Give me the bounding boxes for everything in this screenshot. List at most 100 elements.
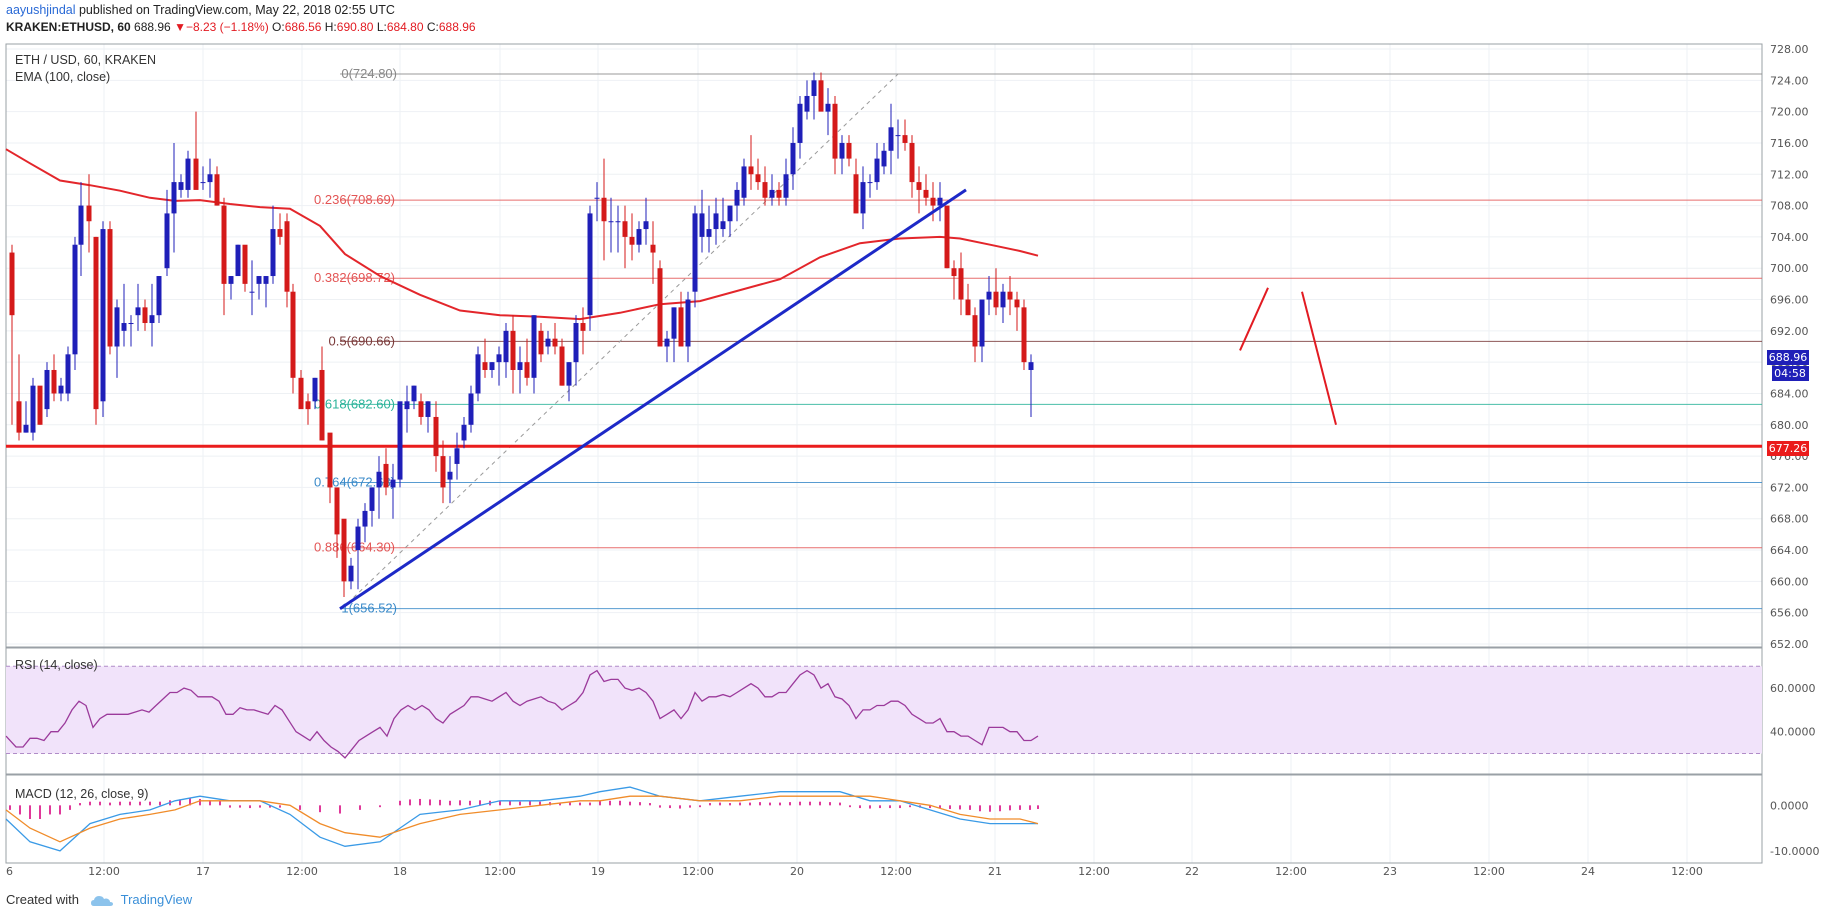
candle-down <box>327 432 333 488</box>
macd-histogram-bar <box>629 801 631 806</box>
candle-down <box>1014 299 1020 308</box>
author-link[interactable]: aayushjindal <box>6 3 76 17</box>
macd-histogram-bar <box>79 803 81 806</box>
candle-up <box>1028 362 1034 370</box>
macd-histogram-bar <box>239 805 241 808</box>
candle-down <box>629 236 635 245</box>
fib-level-label: 0.382(698.72) <box>314 270 395 285</box>
candle-up <box>425 401 431 417</box>
macd-indicator-title[interactable]: MACD (12, 26, close, 9) <box>15 787 148 801</box>
macd-histogram-bar <box>1019 805 1021 810</box>
candle-down <box>334 487 340 535</box>
time-tick-label: 12:00 <box>1078 865 1110 878</box>
time-tick-label: 24 <box>1581 865 1595 878</box>
macd-histogram-bar <box>179 799 181 806</box>
macd-histogram-bar <box>399 800 401 806</box>
candle-down <box>776 189 782 198</box>
macd-histogram-bar <box>659 805 661 808</box>
candle-down <box>107 229 113 347</box>
macd-histogram-bar <box>509 801 511 806</box>
support-badge <box>1767 441 1809 456</box>
countdown-badge <box>1772 366 1809 381</box>
candle-up <box>376 471 382 488</box>
macd-histogram-bar <box>679 805 681 809</box>
candle-up <box>790 142 796 175</box>
rsi-indicator-title[interactable]: RSI (14, close) <box>15 658 98 672</box>
candle-up <box>156 276 162 316</box>
candle-down <box>580 323 586 331</box>
candle-up <box>475 354 481 394</box>
macd-histogram-bar <box>989 805 991 812</box>
macd-histogram-bar <box>589 802 591 806</box>
candle-down <box>552 338 558 347</box>
candle-down <box>559 346 565 386</box>
candle-down <box>538 330 544 355</box>
price-axis[interactable]: 728.00 724.00 720.00 716.00 712.00 708.00 704.… <box>1770 43 1819 858</box>
macd-histogram-bar <box>809 801 811 806</box>
macd-histogram-bar <box>249 805 251 809</box>
macd-histogram-bar <box>899 805 901 809</box>
candle-up <box>741 166 747 198</box>
candle-down <box>305 401 311 410</box>
macd-histogram-bar <box>749 802 751 806</box>
candle-down <box>965 299 971 316</box>
candle-down <box>277 229 283 237</box>
candle-up <box>114 307 120 347</box>
tradingview-cloud-icon <box>90 895 113 906</box>
fib-level-label: 0.236(708.69) <box>314 192 395 207</box>
candle-up <box>461 424 467 441</box>
candle-down <box>1021 307 1027 363</box>
candle-down <box>832 103 838 159</box>
candle-down <box>923 189 929 198</box>
macd-histogram-bar <box>259 805 261 808</box>
candle-up <box>888 127 894 151</box>
macd-histogram-bar <box>839 802 841 806</box>
publish-line: aayushjindal published on TradingView.co… <box>6 3 395 17</box>
price-tick-label: 652.00 <box>1770 638 1809 651</box>
chart-canvas[interactable]: 0(724.80) 0.236(708.69) 0.382(698.72) 0.5(6… <box>0 0 1824 892</box>
candle-up <box>867 182 873 184</box>
macd-histogram-bar <box>149 801 151 806</box>
high-label: H: <box>324 20 337 34</box>
trendline[interactable] <box>339 188 967 611</box>
candle-up <box>825 103 831 112</box>
time-tick-label: 17 <box>196 865 210 878</box>
candle-up <box>312 377 318 402</box>
candle-down <box>853 174 859 214</box>
macd-histogram-bar <box>879 805 881 809</box>
time-axis[interactable]: 6 12:00 17 12:00 18 12:00 19 12:00 20 12:00 21 12:0… <box>6 865 1703 878</box>
price-tick-label: 728.00 <box>1770 43 1809 56</box>
macd-histogram-bar <box>889 805 891 809</box>
candle-up <box>811 80 817 96</box>
candle-up <box>692 213 698 292</box>
macd-histogram-bar <box>429 799 431 806</box>
candle-down <box>37 385 43 425</box>
macd-histogram-bar <box>699 805 701 808</box>
macd-histogram-bar <box>319 805 321 813</box>
candle-up <box>30 385 36 433</box>
tradingview-brand-link[interactable]: TradingView <box>120 892 193 907</box>
candle-up <box>664 338 670 347</box>
candle-up <box>587 213 593 316</box>
forecast-arrows[interactable] <box>1239 287 1337 426</box>
macd-histogram-bar <box>379 805 381 808</box>
macd-histogram-bar <box>789 802 791 806</box>
price-tick-label: 724.00 <box>1770 74 1809 87</box>
macd-histogram-bar <box>819 801 821 806</box>
candle-down <box>298 377 304 410</box>
macd-histogram-bar <box>669 805 671 809</box>
macd-histogram-bar <box>759 802 761 806</box>
macd-histogram-bar <box>59 805 61 815</box>
candle-up <box>185 158 191 190</box>
chart-header: aayushjindal published on TradingView.co… <box>0 0 1824 36</box>
macd-histogram-bar <box>9 805 11 810</box>
macd-histogram-bar <box>959 805 961 810</box>
rsi-band <box>6 665 1762 755</box>
candle-up <box>839 142 845 159</box>
candle-up <box>390 479 396 488</box>
candle-up <box>369 487 375 511</box>
ema-indicator-title[interactable]: EMA (100, close) <box>15 70 110 84</box>
time-tick-label: 21 <box>988 865 1002 878</box>
macd-polyline <box>5 786 1038 852</box>
last-price-badge-text: 688.96 <box>1769 351 1808 364</box>
